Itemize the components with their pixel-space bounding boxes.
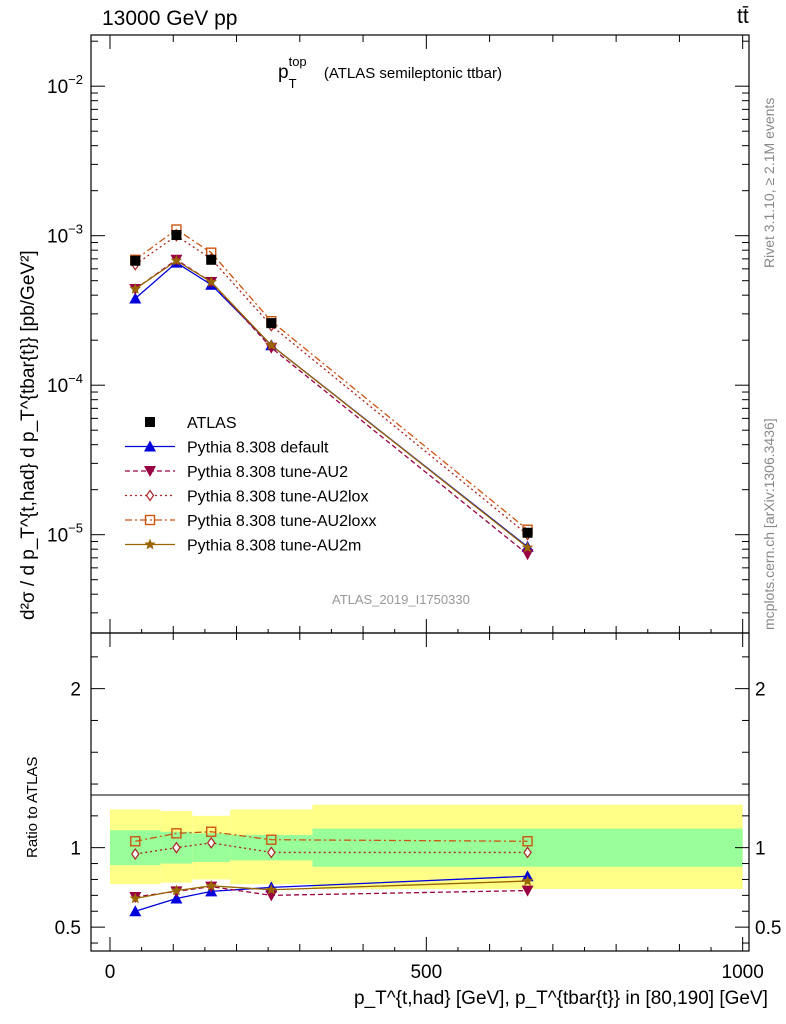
ratio-series-point [206, 826, 217, 837]
xtick-label: 0 [105, 962, 116, 983]
main-ytick-label: 10−2 [47, 72, 83, 98]
legend-marker [144, 440, 156, 452]
ratio-series-point [521, 875, 534, 886]
plot-title-rest: (ATLAS semileptonic ttbar) [323, 65, 502, 82]
ratio-series-point [205, 879, 217, 891]
main-series-group [129, 224, 534, 561]
atlas-data-point [130, 255, 141, 266]
ratio-ytick-label-left: 2 [70, 680, 81, 701]
legend-label: Pythia 8.308 tune-AU2 [187, 464, 348, 481]
main-series-line [134, 228, 528, 531]
plot-title-sub: T [288, 76, 297, 91]
main-ytick-label: 10−3 [47, 222, 83, 248]
main-ytick-label: 10−4 [47, 371, 83, 397]
main-ytick-mantissa: 10 [47, 526, 68, 547]
ratio-series-point [171, 828, 182, 839]
ratio-ytick-label-right: 2 [755, 680, 766, 701]
main-series-point [129, 292, 142, 304]
ratio-series-point [523, 846, 532, 859]
legend-label: Pythia 8.308 tune-AU2loxx [187, 513, 376, 530]
ratio-series-point [130, 836, 141, 847]
main-ytick-mantissa: 10 [47, 376, 68, 397]
final-state-label: tt̄ [737, 5, 749, 28]
legend-marker [144, 538, 156, 550]
ratio-series-point [131, 847, 140, 861]
analysis-tag: ATLAS_2019_I1750330 [332, 592, 470, 607]
main-ytick-mantissa: 10 [47, 77, 68, 98]
legend-marker [145, 417, 155, 427]
axes-ticks: 10−210−310−410−50.5 0.51 12 20 500 1000 [47, 35, 781, 983]
legend-label: Pythia 8.308 tune-AU2m [187, 538, 361, 555]
atlas-data-point [171, 230, 182, 241]
legend-marker [144, 514, 156, 526]
main-series-point [129, 283, 141, 294]
main-series-point [521, 541, 534, 553]
main-ytick-exponent: −2 [68, 72, 83, 87]
legend-marker [145, 489, 155, 502]
main-series-point [170, 254, 183, 266]
legend-label: Pythia 8.308 default [187, 440, 329, 457]
plot-title: p top T (ATLAS semileptonic ttbar) [278, 54, 502, 91]
ratio-series-line [135, 831, 528, 842]
legend-label: ATLAS [187, 415, 237, 432]
atlas-data-point [266, 318, 277, 329]
plot-title-sup: top [288, 54, 307, 69]
ratio-ytick-label-left: 1 [70, 839, 81, 860]
xtick-label: 500 [410, 962, 442, 983]
ratio-ytick-label-left: 0.5 [55, 918, 81, 939]
ratio-series-point [170, 892, 183, 904]
ratio-series-point [266, 834, 277, 845]
x-axis-label: p_T^{t,had} [GeV], p_T^{tbar{t}} in [80,… [354, 988, 768, 1009]
ratio-series-point [170, 884, 183, 896]
atlas-data-point [206, 254, 217, 265]
main-series-point [521, 549, 534, 561]
main-ytick-exponent: −3 [68, 222, 83, 237]
legend-marker [144, 466, 156, 477]
ratio-series-point [129, 905, 142, 917]
main-ytick-mantissa: 10 [47, 227, 68, 248]
ratio-ytick-label-right: 1 [755, 839, 766, 860]
ratio-series-point [267, 846, 276, 859]
xtick-label: 1000 [722, 962, 764, 983]
ratio-series-group [129, 826, 534, 917]
ratio-bands [109, 804, 743, 889]
ratio-series-point [129, 892, 141, 904]
main-ytick-exponent: −4 [68, 371, 83, 386]
process-label: 13000 GeV pp [102, 7, 238, 30]
legend-label: Pythia 8.308 tune-AU2lox [187, 489, 368, 506]
ratio-series-point [172, 841, 181, 854]
plot-title-base: p [278, 62, 289, 83]
main-ytick-label: 10−5 [47, 521, 83, 547]
main-series-point [265, 339, 277, 351]
ratio-panel-frame [90, 632, 750, 952]
ratio-series-point [521, 885, 534, 897]
ratio-series-point [206, 836, 216, 849]
main-ytick-exponent: −5 [68, 521, 83, 536]
main-series-point [205, 276, 217, 287]
legend: ATLAS Pythia 8.308 default Pythia 8.308 tu… [125, 415, 376, 555]
ratio-series-point [265, 883, 277, 895]
ratio-series-point [522, 836, 533, 847]
ratio-ytick-label-right: 0.5 [755, 918, 781, 939]
atlas-data-point [522, 527, 533, 538]
main-series-line [134, 259, 528, 555]
